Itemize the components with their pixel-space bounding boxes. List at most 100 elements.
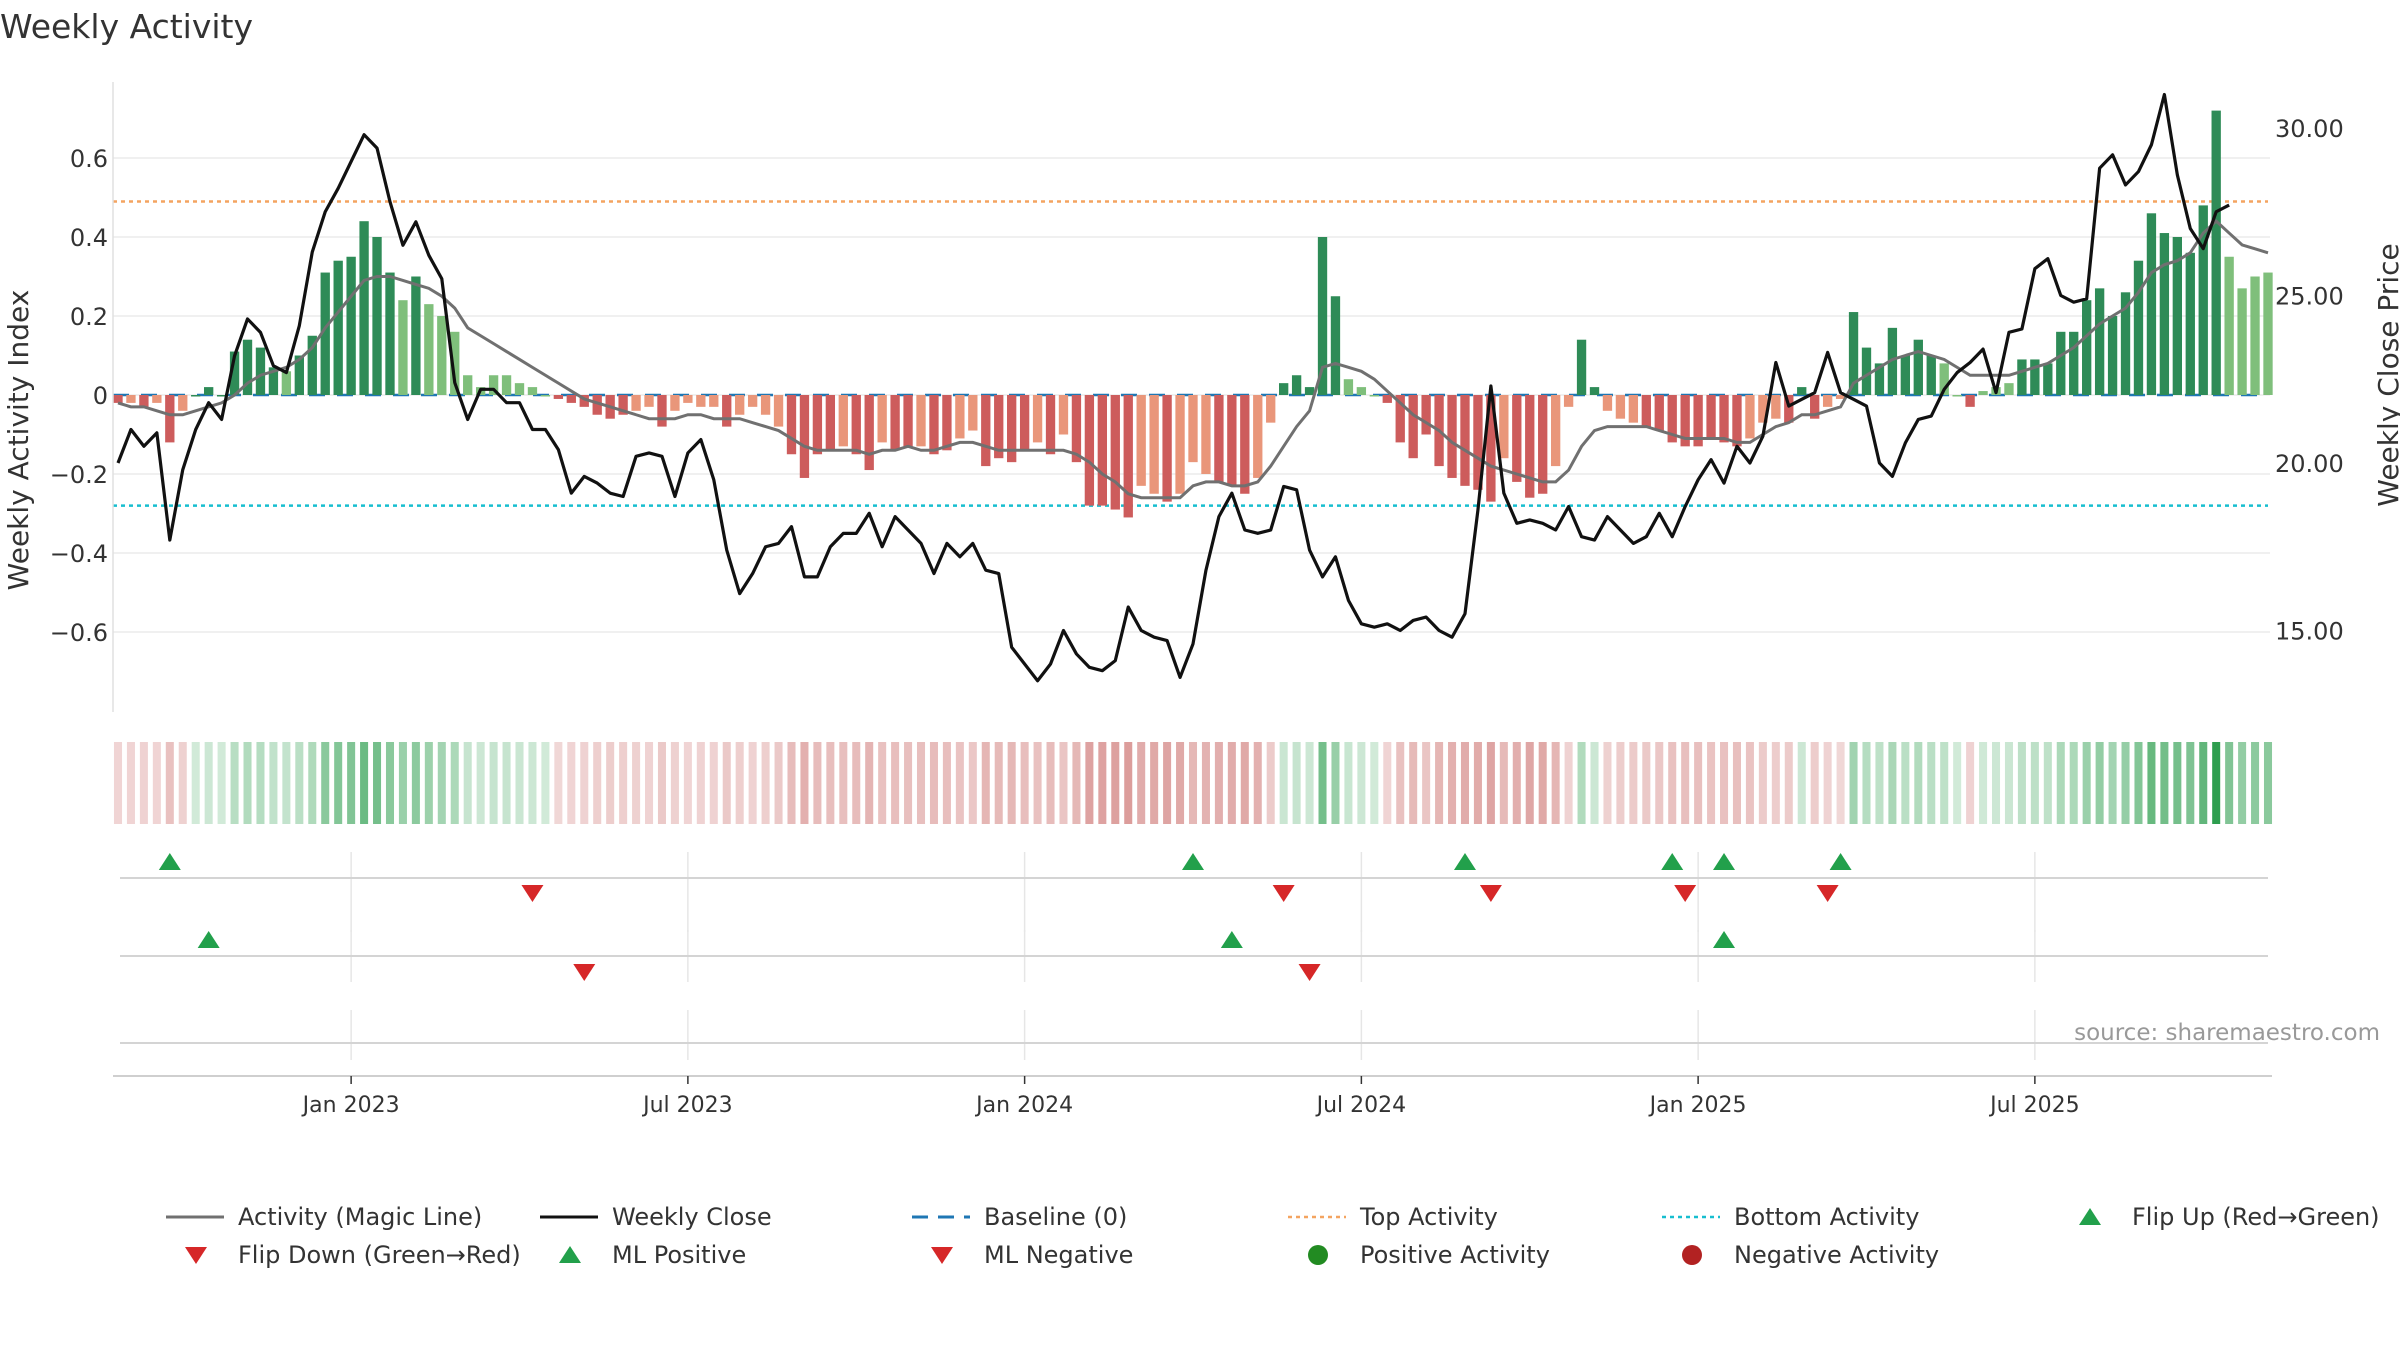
strip-cell [1124,742,1133,824]
strip-cell [437,742,446,824]
strip-cell [217,742,226,824]
strip-cell [1901,742,1910,824]
legend-symbol [185,1247,207,1264]
strip-cell [1732,742,1741,824]
strip-cell [632,742,641,824]
legend-symbol [559,1246,581,1263]
x-tick-label: Jul 2023 [641,1093,733,1118]
strip-cell [955,742,964,824]
activity-bar [1810,395,1820,419]
activity-bar [204,387,214,395]
strip-cell [1383,742,1392,824]
strip-cell [2147,742,2156,824]
strip-cell [2121,742,2130,824]
legend-label: Negative Activity [1734,1241,1939,1269]
flip-up-marker [158,853,181,870]
y2-tick-label: 30.00 [2275,115,2344,143]
activity-bar [929,395,939,455]
strip-cell [1590,742,1599,824]
flip-down-marker [573,964,596,981]
activity-bar [1162,395,1172,502]
strip-cell [373,742,382,824]
activity-bar [2069,331,2079,395]
strip-cell [1020,742,1029,824]
activity-bar [1693,395,1703,447]
activity-bar [1253,395,1263,478]
strip-cell [1111,742,1120,824]
activity-bar [592,395,602,415]
y-tick-label: 0.4 [70,224,108,252]
strip-cell [826,742,835,824]
activity-bar [864,395,874,471]
strip-cell [2030,742,2039,824]
strip-cell [2263,742,2273,824]
strip-cell [295,742,304,824]
activity-bar [1343,379,1354,395]
legend-label: Flip Down (Green→Red) [238,1241,521,1269]
activity-bar [1175,395,1185,494]
strip-cell [1940,742,1949,824]
flip-up-marker [1661,853,1684,870]
strip-cell [1201,742,1210,824]
activity-bar [1926,355,1936,395]
activity-bar [1227,395,1237,486]
y-tick-label: −0.6 [50,619,108,647]
strip-cell [1137,742,1146,824]
strip-cell [904,742,913,824]
strip-cell [1486,742,1495,824]
strip-cell [1435,742,1444,824]
strip-cell [1499,742,1508,824]
strip-cell [1331,742,1340,824]
strip-cell [1577,742,1586,824]
strip-cell [1292,742,1301,824]
source-note: source: sharemaestro.com [2074,1020,2380,1046]
activity-bar [152,395,162,403]
strip-cell [2095,742,2104,824]
strip-cell [385,742,395,824]
activity-bar [501,375,512,395]
strip-cell [1849,742,1858,824]
strip-cell [282,742,291,824]
activity-bar [126,395,136,403]
activity-bar [916,395,926,447]
strip-cell [204,742,213,824]
strip-cell [735,742,744,824]
activity-bar [1188,395,1198,463]
strip-cell [1227,742,1236,824]
activity-bar [2056,331,2066,395]
strip-cell [1538,742,1547,824]
activity-bar [981,395,991,467]
y2-axis-label: Weekly Close Price [2372,243,2400,506]
flip-up-marker [1713,931,1736,948]
strip-cell [178,742,187,824]
activity-bar [851,395,861,455]
strip-cell [1655,742,1664,824]
strip-cell [645,742,654,824]
strip-cell [580,742,589,824]
strip-cell [113,742,123,824]
strip-cell [139,742,148,824]
strip-cell [1681,742,1690,824]
activity-bar [255,347,266,395]
activity-bar [346,256,356,395]
activity-bar [2263,272,2273,395]
activity-bar [566,395,576,403]
strip-cell [256,742,265,824]
activity-bar [1771,395,1781,419]
activity-bar [1356,387,1367,395]
activity-bar [242,339,253,395]
strip-cell [839,742,848,824]
flip-up-marker [197,931,220,948]
strip-cell [554,742,563,824]
activity-bar [113,395,123,403]
activity-bar [1874,363,1885,395]
strip-cell [1176,742,1185,824]
flip-down-marker [1272,885,1295,902]
legend-label: Positive Activity [1360,1241,1550,1269]
activity-bar [450,331,460,395]
strip-cell [813,742,822,824]
activity-bar [1525,395,1535,498]
strip-cell [1966,742,1975,824]
